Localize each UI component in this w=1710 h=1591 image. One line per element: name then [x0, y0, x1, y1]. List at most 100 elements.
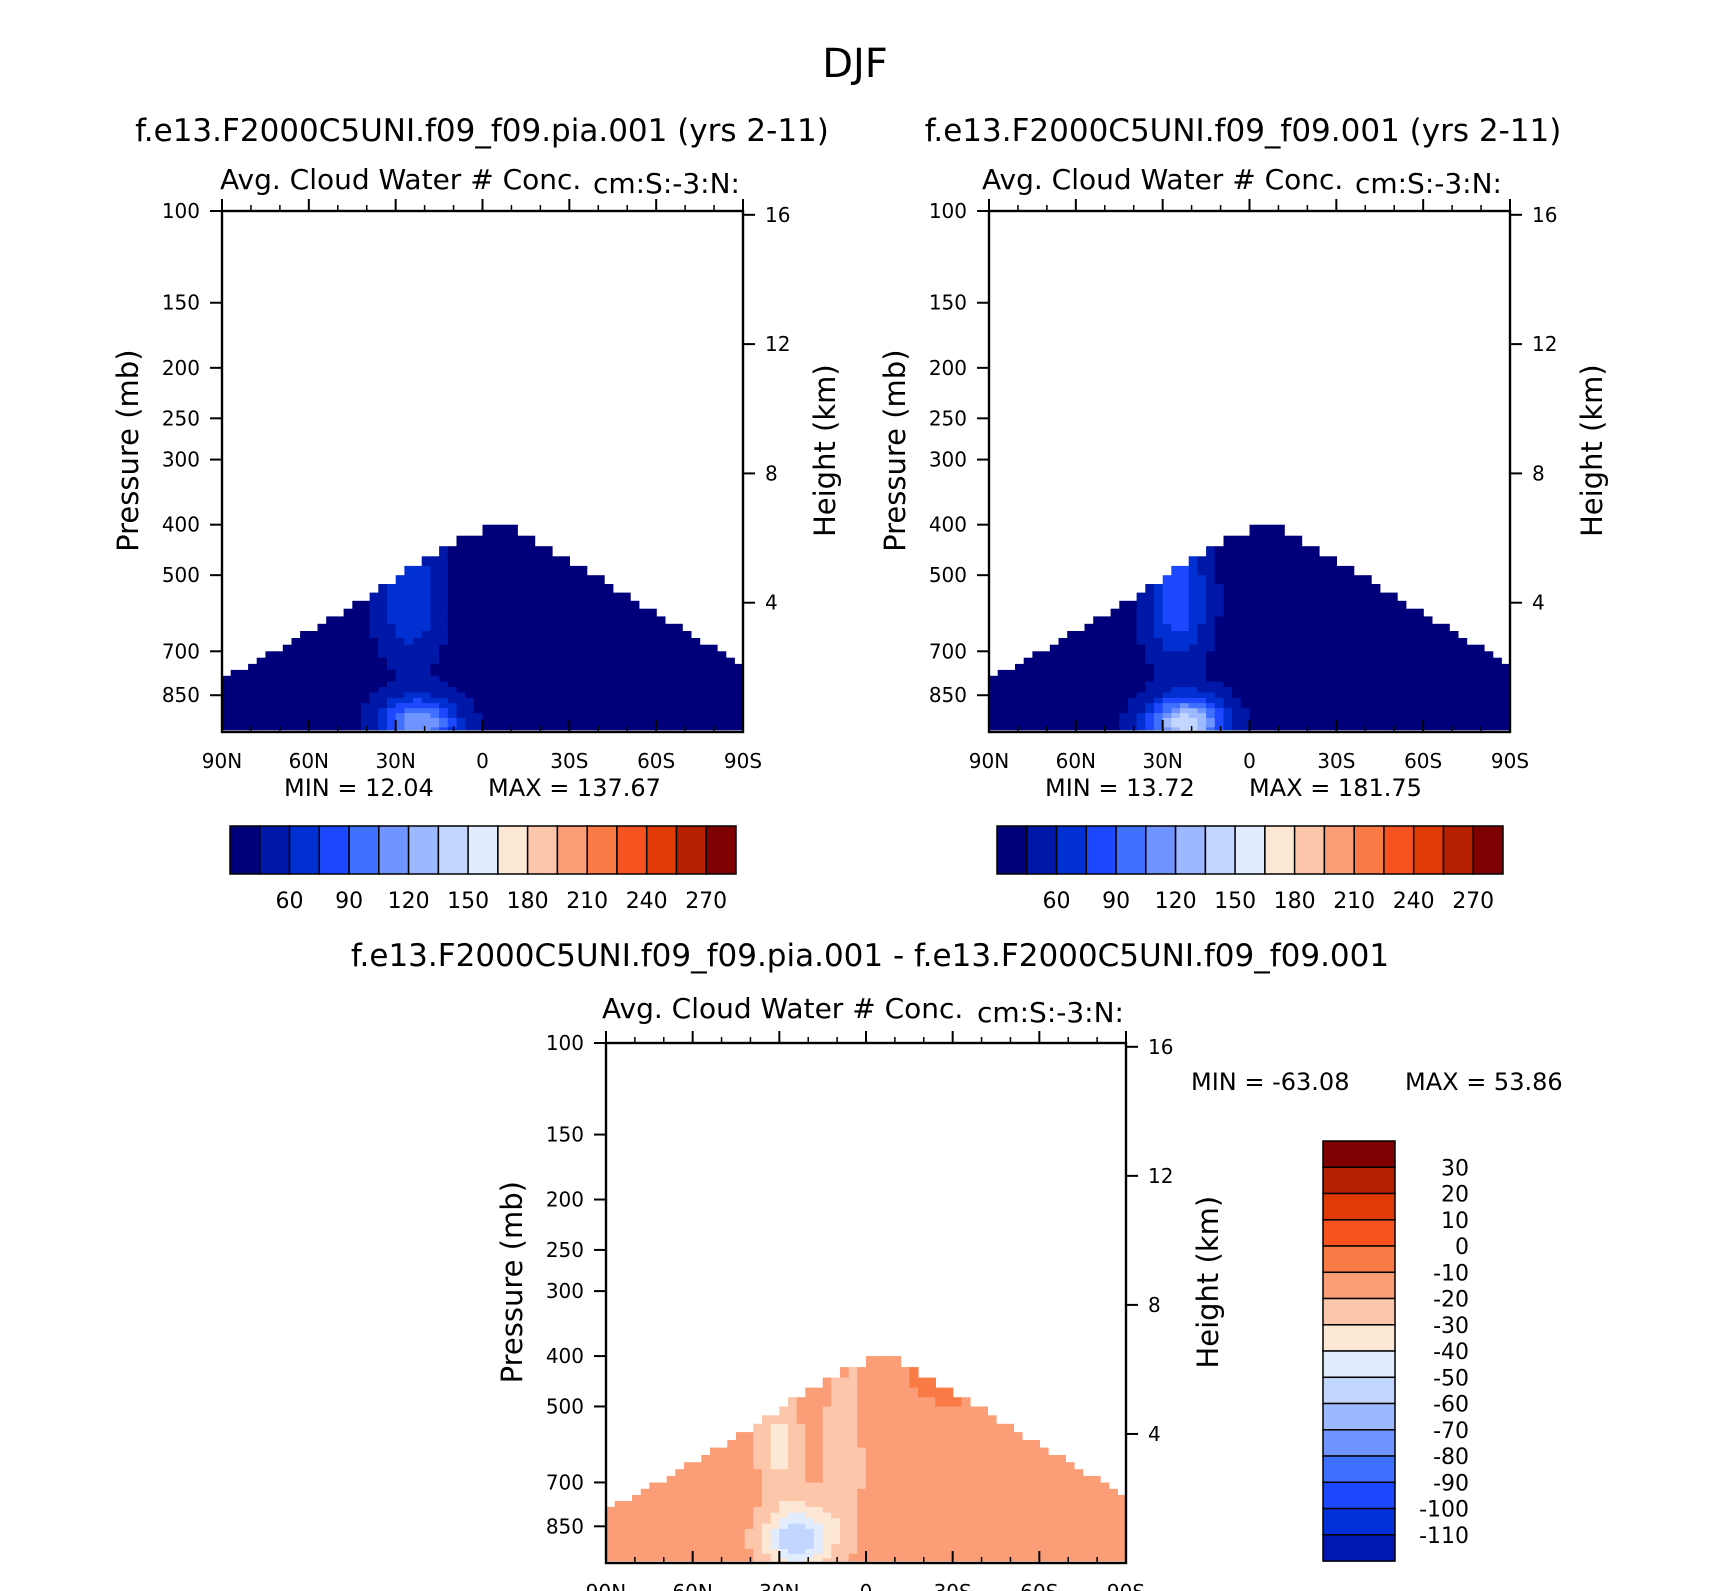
- panel-diff-cell: [710, 1447, 720, 1456]
- panel-1-cell: [612, 687, 623, 694]
- panel-diff-cell: [701, 1495, 711, 1502]
- panel-2-cell: [1336, 565, 1346, 576]
- panel-1-cell: [430, 708, 440, 714]
- panel-diff-cell: [649, 1518, 659, 1525]
- panel-1-cell: [630, 687, 640, 694]
- panel-1-cell: [586, 713, 596, 719]
- panel-1-cell: [456, 638, 466, 646]
- panel-1-x-tick-label: 60S: [637, 749, 675, 773]
- panel-diff-cell: [900, 1558, 910, 1562]
- panel-diff-cell: [1013, 1539, 1023, 1545]
- panel-2-colorbar-box: [1472, 825, 1504, 875]
- panel-diff-cell: [727, 1544, 737, 1550]
- panel-1-cell: [595, 644, 605, 652]
- panel-diff-colorbar-box: [1322, 1245, 1396, 1274]
- panel-2-cell: [1206, 600, 1216, 610]
- panel-2-colorbar-box: [1412, 825, 1445, 875]
- panel-diff-cell: [848, 1506, 858, 1514]
- panel-1-height-tick-label: 12: [765, 332, 790, 356]
- panel-2-cell: [1466, 722, 1476, 729]
- panel-1-cell: [334, 623, 345, 632]
- panel-diff-cell: [814, 1553, 824, 1560]
- panel-2-cell: [1266, 657, 1277, 665]
- panel-1-cell: [621, 657, 631, 665]
- panel-2-cell: [1275, 556, 1285, 567]
- panel-diff-colorbar-label: -10: [1433, 1261, 1469, 1286]
- panel-1-cell: [317, 651, 327, 659]
- panel-2-cell: [1162, 692, 1172, 699]
- panel-1-cell: [491, 546, 501, 557]
- panel-diff-cell: [952, 1553, 962, 1560]
- panel-2-cell: [1075, 687, 1086, 694]
- panel-1-cell: [552, 631, 562, 639]
- panel-diff-cell: [1030, 1528, 1040, 1535]
- panel-1-cell: [552, 651, 562, 659]
- panel-1-cell: [413, 687, 423, 694]
- panel-2-height-tick-label: 4: [1532, 591, 1545, 615]
- panel-2-cell: [1310, 575, 1320, 585]
- panel-diff-cell: [926, 1523, 936, 1530]
- panel-diff-cell: [1056, 1523, 1066, 1530]
- panel-2-cell: [1258, 524, 1268, 537]
- panel-1-cell: [265, 727, 275, 731]
- panel-diff-cell: [987, 1482, 997, 1490]
- panel-1-cell: [690, 692, 701, 699]
- panel-2-cell: [1249, 644, 1259, 652]
- panel-diff-cell: [1004, 1534, 1014, 1540]
- panel-2-cell: [1266, 681, 1277, 688]
- panel-2-cell: [1206, 623, 1216, 632]
- panel-2-cell: [1362, 651, 1372, 659]
- panel-1-cell: [560, 722, 570, 729]
- panel-2-cell: [1336, 657, 1346, 665]
- panel-2-cell: [1180, 631, 1190, 639]
- panel-2-cell: [1423, 718, 1433, 724]
- panel-2-cell: [1266, 638, 1277, 646]
- panel-1-cell: [534, 623, 544, 632]
- panel-diff-cell: [753, 1488, 763, 1496]
- panel-2-cell: [1457, 713, 1468, 719]
- panel-1-cell: [421, 708, 431, 714]
- panel-2-cell: [1266, 584, 1277, 594]
- panel-2-cell: [1154, 600, 1164, 610]
- panel-2-cell: [1501, 713, 1510, 719]
- panel-2-cell: [1127, 663, 1138, 671]
- panel-2-cell: [1310, 556, 1320, 567]
- panel-diff-cell: [857, 1367, 867, 1379]
- panel-2-cell: [1301, 669, 1311, 677]
- panel-1-cell: [604, 669, 614, 677]
- panel-diff-cell: [909, 1501, 919, 1508]
- panel-2-cell: [1388, 722, 1398, 729]
- panel-2-cell: [1336, 675, 1346, 683]
- panel-1-cell: [543, 722, 553, 729]
- panel-1-cell: [508, 675, 518, 683]
- panel-2-cell: [1466, 657, 1476, 665]
- panel-2-var-title: Avg. Cloud Water # Conc.: [982, 163, 1343, 196]
- panel-1-cell: [465, 703, 475, 709]
- panel-2-cell: [1093, 623, 1103, 632]
- panel-1-cell: [473, 713, 484, 719]
- panel-1-cell: [569, 584, 579, 594]
- panel-diff-cell: [1082, 1553, 1092, 1560]
- panel-2-cell: [1023, 681, 1033, 688]
- panel-2-cell: [1197, 687, 1207, 694]
- panel-2-cell: [1431, 708, 1442, 714]
- panel-2-cell: [1414, 631, 1424, 639]
- panel-diff-cell: [926, 1501, 936, 1508]
- panel-diff-cell: [1082, 1558, 1092, 1562]
- panel-1-cell: [552, 584, 562, 594]
- panel-2-cell: [1058, 663, 1068, 671]
- panel-1-cell: [525, 638, 536, 646]
- panel-1-cell: [421, 703, 431, 709]
- panel-diff-cell: [1048, 1539, 1058, 1545]
- panel-2-cell: [1258, 592, 1268, 602]
- panel-1-cell: [482, 608, 492, 617]
- panel-diff-cell: [874, 1415, 884, 1425]
- panel-2-cell: [1284, 556, 1294, 567]
- panel-1-cell: [543, 703, 553, 709]
- panel-1-cell: [517, 727, 527, 731]
- panel-diff-cell: [1039, 1539, 1049, 1545]
- panel-diff-cell: [935, 1440, 945, 1449]
- panel-diff-cell: [900, 1462, 910, 1470]
- panel-1-cell: [413, 600, 423, 610]
- panel-2-cell: [1440, 718, 1450, 724]
